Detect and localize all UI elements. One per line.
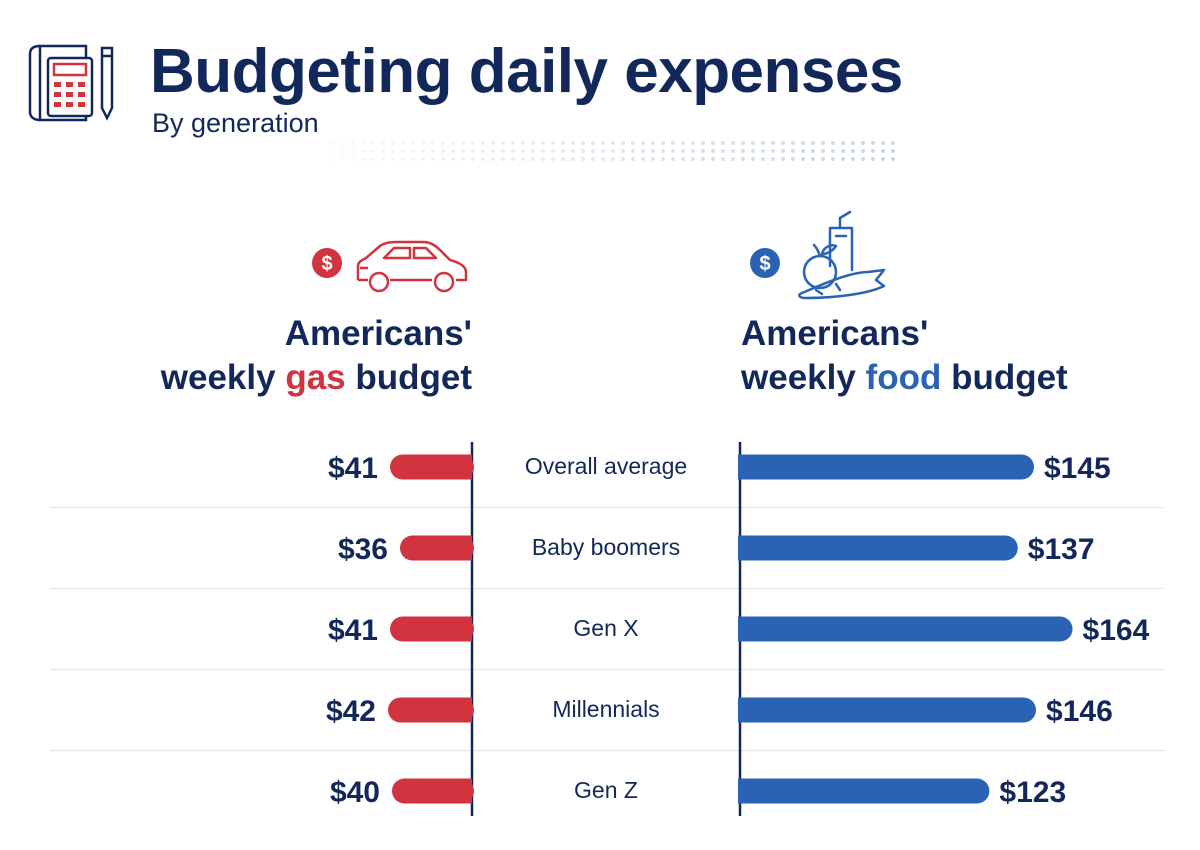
svg-text:$: $ [321, 253, 332, 275]
calculator-receipt-icon [28, 44, 114, 122]
category-label: Millennials [552, 696, 659, 722]
car-icon [356, 240, 468, 293]
groceries-icon [798, 210, 886, 300]
food-panel-icon: $ [750, 210, 886, 300]
food-title-line2: weekly food budget [741, 358, 1068, 397]
food-bar [738, 535, 1018, 561]
category-label: Gen X [573, 615, 638, 641]
dollar-badge-icon: $ [750, 248, 780, 278]
food-bar-cap [738, 697, 763, 723]
category-label: Overall average [525, 453, 687, 479]
food-bar [738, 778, 990, 804]
gas-value-label: $41 [328, 614, 378, 647]
food-panel-title: Americans' weekly food budget [741, 312, 1068, 400]
gas-value-label: $42 [326, 695, 376, 728]
page-subtitle: By generation [152, 108, 319, 138]
gas-panel-title: Americans' weekly gas budget [161, 312, 472, 400]
food-bar-cap [738, 535, 763, 561]
food-bar [738, 454, 1034, 480]
gas-bar-cap [447, 616, 472, 642]
food-title-line1: Americans' [741, 314, 929, 353]
food-highlight: food [865, 358, 942, 397]
gas-value-label: $41 [328, 452, 378, 485]
dollar-badge-icon: $ [312, 248, 342, 278]
food-value-label: $146 [1046, 695, 1113, 728]
category-label: Gen Z [574, 777, 638, 803]
gas-panel-icon: $ [312, 240, 468, 293]
gas-highlight: gas [285, 358, 346, 397]
food-value-label: $123 [999, 776, 1066, 809]
food-bar-cap [738, 454, 763, 480]
gas-value-label: $36 [338, 533, 388, 566]
svg-text:$: $ [759, 253, 770, 275]
gas-value-label: $40 [330, 776, 380, 809]
gas-bar-cap [447, 454, 472, 480]
gas-bar-cap [447, 697, 472, 723]
category-label: Baby boomers [532, 534, 680, 560]
gas-title-line2: weekly gas budget [160, 358, 472, 397]
food-value-label: $145 [1044, 452, 1111, 485]
food-bar-cap [738, 778, 763, 804]
food-bar [738, 697, 1037, 723]
food-bar [738, 616, 1073, 642]
gas-title-line1: Americans' [284, 314, 472, 353]
gas-bar-cap [447, 778, 472, 804]
decorative-dots [330, 140, 900, 164]
page-title: Budgeting daily expenses [150, 37, 903, 106]
food-value-label: $164 [1083, 614, 1150, 647]
gas-bar-cap [447, 535, 472, 561]
food-bar-cap [738, 616, 763, 642]
food-value-label: $137 [1028, 533, 1095, 566]
